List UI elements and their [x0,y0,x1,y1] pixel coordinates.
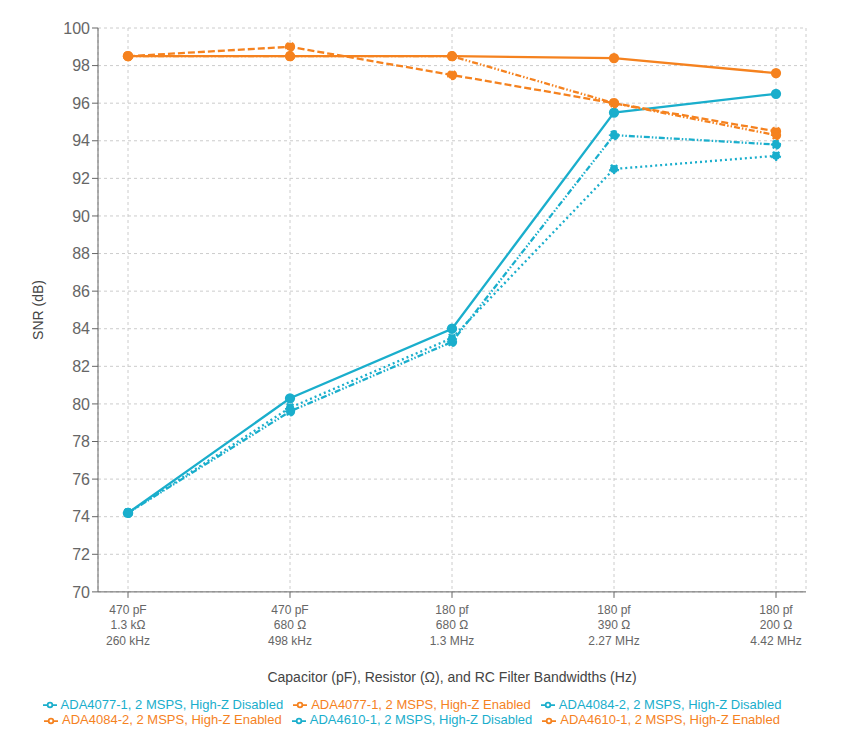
svg-text:78: 78 [72,433,90,450]
svg-text:470 pF680 Ω498 kHz: 470 pF680 Ω498 kHz [268,603,312,648]
html-text:ADA4084-2, 2 MSPS, High-Z Disa: ADA4084-2, 2 MSPS, High-Z Disabled [558,696,782,712]
svg-text:180 pf390 Ω2.27 MHz: 180 pf390 Ω2.27 MHz [588,603,639,648]
svg-text:70: 70 [72,584,90,601]
svg-text:86: 86 [72,283,90,300]
html-text:ADA4610-1, 2 MSPS, High-Z Enab: ADA4610-1, 2 MSPS, High-Z Enabled [560,712,780,728]
svg-text:SNR (dB): SNR (dB) [30,280,46,340]
svg-text:84: 84 [72,320,90,337]
svg-text:88: 88 [72,245,90,262]
svg-text:180 pf680 Ω1.3 MHz: 180 pf680 Ω1.3 MHz [430,603,475,648]
html-text:ADA4084-2, 2 MSPS, High-Z Enab: ADA4084-2, 2 MSPS, High-Z Enabled [62,712,282,728]
svg-text:98: 98 [72,57,90,74]
html-text:ADA4077-1, 2 MSPS, High-Z Disa: ADA4077-1, 2 MSPS, High-Z Disabled [60,696,284,712]
svg-text:82: 82 [72,358,90,375]
svg-text:80: 80 [72,396,90,413]
html-text:ADA4610-1, 2 MSPS, High-Z Disa: ADA4610-1, 2 MSPS, High-Z Disabled [309,712,533,728]
svg-text:92: 92 [72,170,90,187]
svg-text:Capacitor (pF), Resistor (Ω),: Capacitor (pF), Resistor (Ω), and RC Fil… [267,669,636,685]
svg-text:96: 96 [72,95,90,112]
svg-text:470 pF1.3 kΩ260 kHz: 470 pF1.3 kΩ260 kHz [106,603,150,648]
svg-text:90: 90 [72,208,90,225]
svg-text:76: 76 [72,471,90,488]
html-text:ADA4077-1, 2 MSPS, High-Z Enab: ADA4077-1, 2 MSPS, High-Z Enabled [311,696,531,712]
svg-text:100: 100 [63,20,90,37]
svg-text:74: 74 [72,508,90,525]
svg-text:180 pf200 Ω4.42 MHz: 180 pf200 Ω4.42 MHz [750,603,801,648]
svg-text:72: 72 [72,546,90,563]
svg-text:94: 94 [72,132,90,149]
